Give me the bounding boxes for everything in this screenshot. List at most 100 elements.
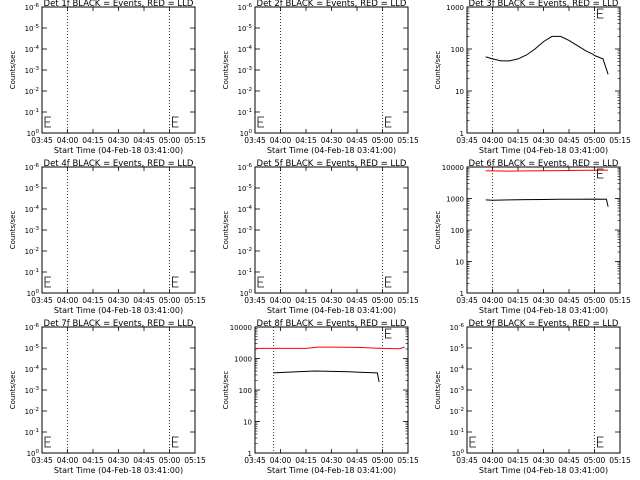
x-tick-label: 04:00 (482, 456, 504, 465)
x-tick-label: 03:45 (31, 456, 53, 465)
x-tick-label: 05:15 (609, 456, 631, 465)
x-tick-label: 04:00 (57, 456, 79, 465)
plot-frame (466, 166, 621, 294)
x-tick-label: 05:00 (372, 296, 394, 305)
y-tick-label: 10-1 (25, 268, 39, 277)
tick-exponent: -6 (247, 3, 253, 9)
x-tick-label: 03:45 (456, 296, 478, 305)
tick-exponent: -2 (34, 247, 39, 253)
y-tick-label: 10-3 (25, 226, 40, 235)
x-tick-label: 04:30 (108, 136, 130, 145)
x-tick-label: 04:45 (346, 456, 368, 465)
tick-base: 10 (25, 25, 34, 33)
empty-marker (597, 436, 604, 448)
x-tick-label: 03:45 (456, 136, 478, 145)
tick-base: 10 (450, 345, 459, 353)
empty-marker (44, 276, 51, 288)
tick-exponent: -1 (34, 268, 39, 274)
y-tick-label: 10-3 (238, 66, 253, 75)
y-axis-label: Counts/sec (9, 371, 17, 410)
tick-base: 10 (238, 164, 247, 172)
x-axis-label: Start Time (04-Feb-18 03:41:00) (54, 306, 183, 315)
tick-exponent: -5 (247, 184, 253, 190)
empty-marker (257, 116, 264, 128)
plot-frame (254, 326, 409, 454)
x-tick-label: 04:15 (82, 456, 104, 465)
x-tick-label: 03:45 (244, 296, 266, 305)
y-tick-label: 100 (27, 449, 40, 458)
tick-exponent: -5 (459, 344, 465, 350)
x-tick-label: 05:00 (159, 296, 181, 305)
y-tick-label: 10000 (230, 324, 252, 332)
x-tick-label: 05:00 (159, 456, 181, 465)
x-tick-label: 04:15 (295, 296, 317, 305)
tick-exponent: -5 (34, 344, 40, 350)
y-axis-label: Counts/sec (222, 51, 230, 90)
tick-exponent: 0 (461, 449, 465, 455)
tick-exponent: -1 (34, 108, 39, 114)
x-tick-label: 05:00 (584, 136, 606, 145)
y-tick-label: 10-4 (238, 45, 253, 54)
x-axis-label: Start Time (04-Feb-18 03:41:00) (267, 146, 396, 155)
tick-exponent: -3 (34, 226, 40, 232)
plot-panel-3: Det 3f BLACK = Events, RED = LLD 03:45 04:… (434, 0, 631, 155)
y-tick-label: 10-2 (238, 87, 252, 96)
y-axis-label: Counts/sec (434, 211, 442, 250)
tick-exponent: -6 (247, 163, 253, 169)
tick-base: 10 (25, 324, 34, 332)
x-tick-label: 04:45 (346, 296, 368, 305)
x-tick-label: 04:00 (57, 296, 79, 305)
y-tick-label: 10-5 (238, 184, 253, 193)
plot-title: Det 2f BLACK = Events, RED = LLD (257, 0, 407, 9)
y-tick-label: 10-2 (25, 247, 39, 256)
tick-base: 10 (238, 227, 247, 235)
y-tick-label: 10 (455, 88, 464, 96)
y-tick-label: 10-5 (25, 184, 40, 193)
tick-exponent: -1 (247, 108, 252, 114)
tick-base: 10 (240, 130, 249, 138)
x-tick-label: 03:45 (456, 456, 478, 465)
x-axis-label: Start Time (04-Feb-18 03:41:00) (267, 466, 396, 475)
tick-exponent: -5 (247, 24, 253, 30)
x-tick-label: 04:30 (533, 136, 555, 145)
y-tick-label: 10-1 (238, 268, 252, 277)
y-tick-label: 10-6 (25, 163, 40, 172)
y-tick-label: 10-2 (450, 407, 464, 416)
tick-base: 10 (238, 248, 247, 256)
y-tick-label: 10-3 (25, 66, 40, 75)
tick-exponent: -2 (247, 87, 252, 93)
y-tick-label: 10-4 (25, 205, 40, 214)
y-tick-label: 10 (243, 419, 252, 427)
tick-exponent: -4 (247, 45, 253, 51)
plot-frame (41, 6, 196, 134)
x-tick-label: 04:45 (558, 136, 580, 145)
plot-frame (41, 166, 196, 294)
plot-title: Det 6f BLACK = Events, RED = LLD (469, 159, 619, 169)
y-tick-label: 1000 (446, 4, 464, 12)
tick-base: 10 (240, 290, 249, 298)
y-tick-label: 10-1 (25, 428, 39, 437)
y-tick-label: 10-4 (450, 365, 465, 374)
plot-panel-7: Det 7f BLACK = Events, RED = LLD 03:45 04:… (9, 319, 206, 475)
plot-panel-5: Det 5f BLACK = Events, RED = LLD 03:45 04:… (222, 159, 419, 315)
empty-marker (469, 436, 476, 448)
x-tick-label: 04:30 (321, 136, 343, 145)
y-tick-label: 10-6 (25, 323, 40, 332)
empty-marker (385, 116, 392, 128)
tick-exponent: -1 (459, 428, 464, 434)
tick-base: 10 (450, 408, 459, 416)
x-tick-label: 03:45 (244, 456, 266, 465)
tick-base: 10 (452, 450, 461, 458)
y-tick-label: 1 (460, 130, 464, 138)
empty-marker (44, 436, 51, 448)
x-axis-label: Start Time (04-Feb-18 03:41:00) (479, 466, 608, 475)
x-tick-label: 04:30 (108, 456, 130, 465)
y-tick-label: 10-1 (238, 108, 252, 117)
events-series-line (485, 35, 609, 75)
y-tick-label: 100 (240, 129, 253, 138)
x-tick-label: 05:00 (372, 136, 394, 145)
x-tick-label: 04:00 (270, 136, 292, 145)
y-axis-label: Counts/sec (9, 51, 17, 90)
tick-exponent: -2 (247, 247, 252, 253)
